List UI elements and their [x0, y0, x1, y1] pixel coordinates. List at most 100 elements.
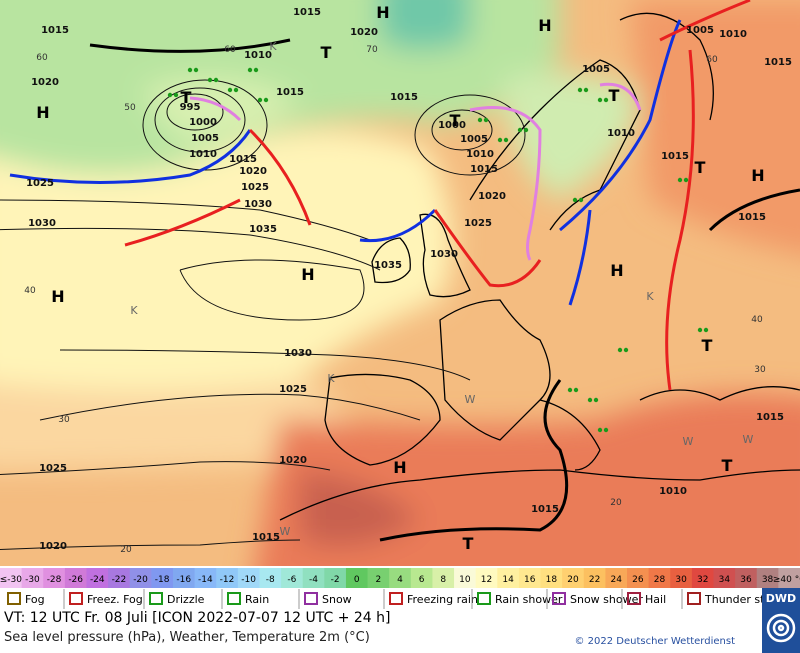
scale-cell [410, 568, 433, 588]
scale-cell [108, 568, 131, 588]
isobar-label: 1020 [279, 455, 307, 466]
air-mass-label: K [269, 40, 277, 53]
isobar-label: 1015 [41, 25, 69, 36]
scale-label: -30 [25, 575, 40, 585]
scale-label: 2 [376, 575, 382, 585]
scale-label: -8 [266, 575, 275, 585]
rain-symbol [173, 92, 179, 98]
scale-label: 10 [459, 575, 471, 585]
grid-label: 70 [366, 45, 378, 55]
isobar-label: 1010 [189, 149, 217, 160]
isobar-label: 1015 [738, 212, 766, 223]
scale-label: 38 [762, 575, 774, 585]
isobar-label: 1010 [607, 128, 635, 139]
weather-label: Hail [645, 593, 666, 606]
scale-label: ≤-30 [0, 575, 22, 585]
weather-legend: Fog Freez. Fog Drizzle Rain Snow Freezing rai… [0, 588, 786, 610]
isobar-label: 1015 [390, 92, 418, 103]
weather-icon [552, 592, 566, 605]
grid-label: 30 [754, 365, 766, 375]
scale-label: 14 [502, 575, 514, 585]
logo-swirl [766, 613, 796, 643]
fronts [9, 0, 751, 391]
scale-cell [0, 568, 23, 588]
scale-cell [778, 568, 800, 588]
isobar-label: 1025 [464, 218, 492, 229]
rain-symbol [523, 127, 529, 133]
weather-legend-bg [0, 588, 762, 610]
scale-cell [237, 568, 260, 588]
rain-symbol [167, 92, 173, 98]
scale-label: -20 [133, 575, 148, 585]
pressure-center: T [321, 43, 332, 62]
logo-text: DWD [766, 592, 796, 605]
scale-cell [562, 568, 585, 588]
scale-label: 18 [546, 575, 558, 585]
isobar-label: 1005 [582, 64, 610, 75]
rain-symbol [617, 347, 623, 353]
weather-icon [389, 592, 403, 605]
scale-cell [345, 568, 369, 588]
air-mass-label: K [327, 372, 335, 385]
rain-symbol [597, 427, 603, 433]
description: Sea level pressure (hPa), Weather, Tempe… [4, 630, 370, 645]
scale-label: 36 [740, 575, 752, 585]
isobar-label: 1015 [293, 7, 321, 18]
scale-label: 0 [354, 575, 360, 585]
isobar-label: 1025 [279, 384, 307, 395]
scale-cell [259, 568, 282, 588]
scale-cell [648, 568, 671, 588]
isobar-label: 1030 [284, 348, 312, 359]
scale-cell [670, 568, 693, 588]
coastlines [279, 12, 800, 521]
weather-label: Fog [25, 593, 45, 606]
isobar-label: 1025 [241, 182, 269, 193]
isobar-label: 1020 [478, 191, 506, 202]
weather-icon [627, 592, 641, 605]
scale-cell [86, 568, 109, 588]
pressure-center: T [702, 336, 713, 355]
isobar-label: 1010 [659, 486, 687, 497]
rain-symbol [583, 87, 589, 93]
isobar-label: 1020 [31, 77, 59, 88]
scale-cell [475, 568, 498, 588]
rain-symbol [593, 397, 599, 403]
scale-cell [324, 568, 347, 588]
isobar-label: 1015 [252, 532, 280, 543]
rain-symbol [503, 137, 509, 143]
scale-label: 8 [440, 575, 446, 585]
isobar-label: 1020 [239, 166, 267, 177]
pressure-center: T [695, 158, 706, 177]
pressure-center: H [538, 16, 551, 35]
grid-label: 50 [124, 103, 136, 113]
scale-label: -24 [90, 575, 105, 585]
scale-cell [367, 568, 390, 588]
grid-label: 20 [610, 498, 622, 508]
rain-symbol [227, 87, 233, 93]
scale-cell [302, 568, 325, 588]
scale-cell [172, 568, 196, 588]
rain-symbol [623, 347, 629, 353]
scale-label: 26 [632, 575, 644, 585]
rain-symbol [597, 97, 603, 103]
pressure-center: H [376, 3, 389, 22]
valid-time: VT: 12 UTC Fr. 08 Juli [ICON 2022-07-07 … [4, 610, 391, 626]
scale-cell [497, 568, 520, 588]
pressure-center: H [301, 265, 314, 284]
weather-label: Rain shower [495, 593, 563, 606]
rain-symbol [257, 97, 263, 103]
isobar-label: 1010 [719, 29, 747, 40]
scale-label: -18 [155, 575, 170, 585]
weather-label: Snow shower [570, 593, 643, 606]
weather-icon [149, 592, 163, 605]
scale-cell [21, 568, 44, 588]
rain-symbol [187, 67, 193, 73]
rain-symbol [577, 87, 583, 93]
scale-label: 28 [654, 575, 666, 585]
rain-symbol [587, 397, 593, 403]
scale-cell [389, 568, 412, 588]
scale-label: 30 [675, 575, 687, 585]
air-mass-label: W [280, 525, 291, 538]
